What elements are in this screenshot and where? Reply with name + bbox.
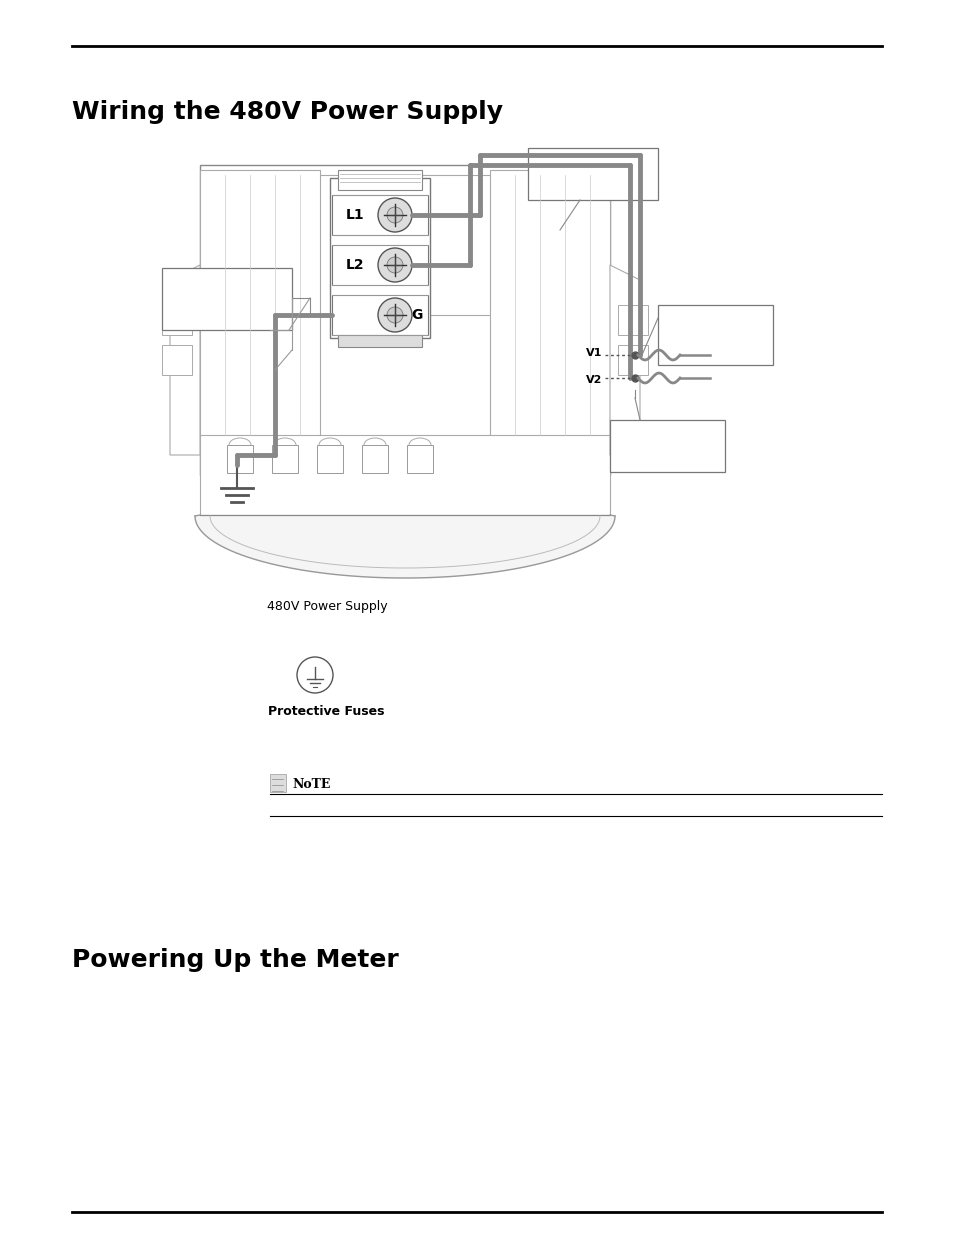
Bar — [227, 445, 253, 473]
Bar — [162, 345, 192, 375]
Circle shape — [377, 248, 412, 282]
Text: G: G — [411, 308, 422, 322]
Polygon shape — [194, 516, 615, 578]
Bar — [162, 305, 192, 335]
Text: Powering Up the Meter: Powering Up the Meter — [71, 948, 398, 972]
Circle shape — [377, 198, 412, 232]
Bar — [162, 268, 292, 330]
Bar — [270, 774, 286, 792]
Bar — [332, 195, 428, 235]
Bar — [272, 445, 297, 473]
Bar — [407, 445, 433, 473]
Text: 480V Power Supply: 480V Power Supply — [267, 600, 387, 613]
Bar — [214, 175, 595, 315]
Bar — [330, 178, 430, 338]
Polygon shape — [609, 266, 639, 454]
Text: Protective Fuses: Protective Fuses — [268, 705, 384, 718]
Circle shape — [377, 298, 412, 332]
Circle shape — [387, 308, 402, 324]
Bar — [200, 165, 609, 475]
Bar — [609, 420, 724, 472]
Circle shape — [296, 657, 333, 693]
Bar — [658, 305, 772, 366]
Bar — [618, 345, 647, 375]
Bar — [316, 445, 343, 473]
Text: V2: V2 — [585, 375, 601, 385]
Bar — [527, 148, 658, 200]
Bar — [332, 245, 428, 285]
Bar — [200, 435, 609, 515]
Polygon shape — [170, 266, 200, 454]
Bar — [200, 170, 319, 440]
Circle shape — [387, 207, 402, 224]
Bar — [618, 305, 647, 335]
Text: V1: V1 — [585, 348, 601, 358]
Circle shape — [387, 257, 402, 273]
Bar — [490, 170, 609, 440]
Bar — [337, 335, 421, 347]
Bar — [361, 445, 388, 473]
Text: Wiring the 480V Power Supply: Wiring the 480V Power Supply — [71, 100, 502, 124]
Text: L2: L2 — [345, 258, 364, 272]
Bar — [337, 170, 421, 190]
Text: L1: L1 — [345, 207, 364, 222]
Bar — [332, 295, 428, 335]
Text: NᴏTE: NᴏTE — [292, 778, 330, 790]
